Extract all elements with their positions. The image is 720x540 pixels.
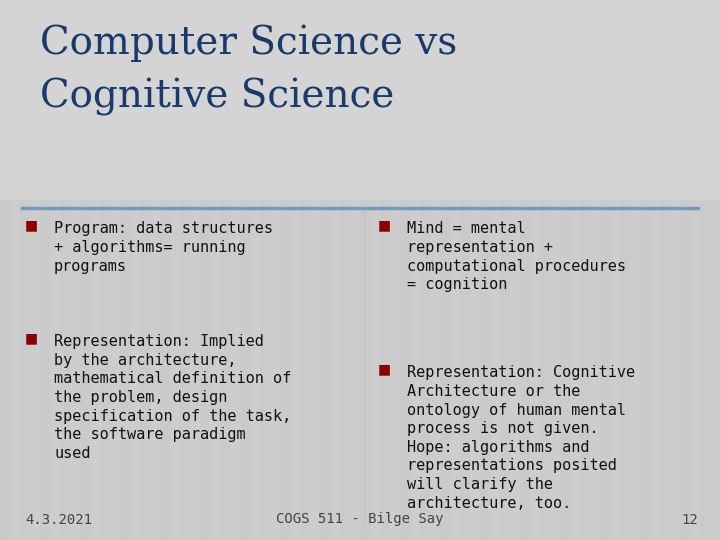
Bar	[150, 0, 160, 540]
Bar	[410, 0, 420, 540]
Bar	[400, 0, 410, 540]
Bar	[110, 0, 120, 540]
Bar	[390, 0, 400, 540]
Bar	[140, 0, 150, 540]
Bar	[10, 0, 20, 540]
Bar	[650, 0, 660, 540]
Bar	[470, 0, 480, 540]
Bar	[620, 0, 630, 540]
Bar	[300, 0, 310, 540]
Text: Cognitive Science: Cognitive Science	[40, 78, 394, 116]
Bar	[180, 0, 190, 540]
Bar	[340, 0, 350, 540]
Bar	[260, 0, 270, 540]
Bar	[160, 0, 170, 540]
Text: Representation: Cognitive
Architecture or the
ontology of human mental
process i: Representation: Cognitive Architecture o…	[407, 366, 635, 511]
Text: ■: ■	[378, 363, 391, 377]
Bar	[640, 0, 650, 540]
Bar	[80, 0, 90, 540]
Bar	[290, 0, 300, 540]
Bar	[360, 0, 370, 540]
Bar	[100, 0, 110, 540]
Bar	[30, 0, 40, 540]
Text: COGS 511 - Bilge Say: COGS 511 - Bilge Say	[276, 512, 444, 526]
Text: Computer Science vs: Computer Science vs	[40, 24, 457, 62]
Bar	[600, 0, 610, 540]
Bar	[210, 0, 220, 540]
Bar	[190, 0, 200, 540]
Text: Mind = mental
representation +
computational procedures
= cognition: Mind = mental representation + computati…	[407, 221, 626, 292]
Bar	[90, 0, 100, 540]
Bar	[170, 0, 180, 540]
Text: 12: 12	[682, 512, 698, 526]
Bar	[350, 0, 360, 540]
Bar	[570, 0, 580, 540]
Text: ■: ■	[25, 332, 38, 346]
Text: ■: ■	[25, 219, 38, 233]
Bar	[530, 0, 540, 540]
Bar	[610, 0, 620, 540]
Bar	[520, 0, 530, 540]
Bar	[560, 0, 570, 540]
Text: Program: data structures
+ algorithms= running
programs: Program: data structures + algorithms= r…	[54, 221, 273, 274]
Bar	[230, 0, 240, 540]
Bar	[670, 0, 680, 540]
Bar	[50, 0, 60, 540]
Text: 4.3.2021: 4.3.2021	[25, 512, 92, 526]
Bar	[240, 0, 250, 540]
Bar	[690, 0, 700, 540]
Bar	[540, 0, 550, 540]
Bar	[40, 0, 50, 540]
Bar	[500, 0, 510, 540]
Bar	[270, 0, 280, 540]
Bar	[0, 0, 720, 200]
Bar	[710, 0, 720, 540]
Bar	[120, 0, 130, 540]
Bar	[320, 0, 330, 540]
Bar	[490, 0, 500, 540]
Bar	[280, 0, 290, 540]
Bar	[0, 0, 10, 540]
Bar	[70, 0, 80, 540]
Bar	[330, 0, 340, 540]
Bar	[680, 0, 690, 540]
Bar	[590, 0, 600, 540]
Bar	[220, 0, 230, 540]
Bar	[200, 0, 210, 540]
Bar	[700, 0, 710, 540]
Bar	[60, 0, 70, 540]
Bar	[440, 0, 450, 540]
Bar	[510, 0, 520, 540]
Bar	[630, 0, 640, 540]
Text: Representation: Implied
by the architecture,
mathematical definition of
the prob: Representation: Implied by the architect…	[54, 334, 292, 461]
Bar	[380, 0, 390, 540]
Bar	[370, 0, 380, 540]
Bar	[580, 0, 590, 540]
Bar	[20, 0, 30, 540]
Bar	[420, 0, 430, 540]
Bar	[450, 0, 460, 540]
Bar	[250, 0, 260, 540]
Bar	[550, 0, 560, 540]
Bar	[430, 0, 440, 540]
Bar	[480, 0, 490, 540]
Bar	[130, 0, 140, 540]
Bar	[460, 0, 470, 540]
Text: ■: ■	[378, 219, 391, 233]
Bar	[660, 0, 670, 540]
Bar	[310, 0, 320, 540]
